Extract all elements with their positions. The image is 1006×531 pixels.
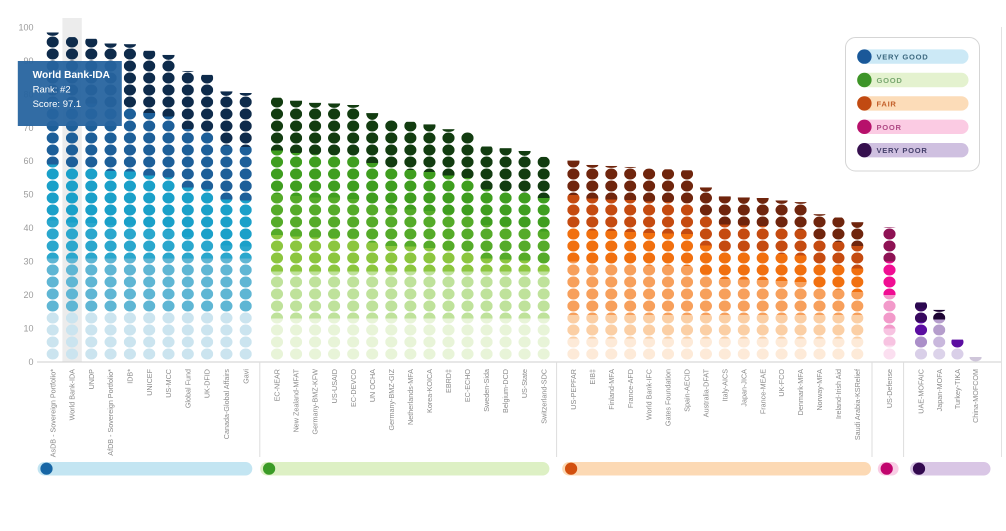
svg-text:AsDB - Sovereign Portfolio*: AsDB - Sovereign Portfolio* [48,369,57,457]
svg-text:World Bank-IFC: World Bank-IFC [645,369,654,420]
svg-text:20: 20 [23,290,33,300]
svg-text:Italy-AICS: Italy-AICS [720,369,729,402]
svg-text:Rank: #2: Rank: #2 [33,85,71,96]
svg-text:UNDP: UNDP [87,369,96,390]
svg-text:Japan-JICA: Japan-JICA [739,369,748,407]
svg-text:Germany-BMZ-KFW: Germany-BMZ-KFW [311,369,320,435]
svg-text:UN OCHA: UN OCHA [368,369,377,402]
svg-text:EBRD‡: EBRD‡ [444,369,453,393]
svg-text:US-USAID: US-USAID [330,369,339,403]
svg-text:World Bank-IDA: World Bank-IDA [33,70,111,81]
svg-text:Norway-MFA: Norway-MFA [815,369,824,411]
svg-text:EC-DEVCO: EC-DEVCO [349,369,358,407]
svg-text:Saudi Arabia-KSRelief: Saudi Arabia-KSRelief [853,369,862,440]
svg-text:EC-ECHO: EC-ECHO [463,369,472,403]
svg-text:Germany-BMZ-GIZ: Germany-BMZ-GIZ [387,368,396,430]
svg-text:100: 100 [18,22,33,32]
svg-text:US-Defense: US-Defense [885,369,894,408]
svg-text:Canada-Global Affairs: Canada-Global Affairs [222,369,231,440]
svg-text:GOOD: GOOD [877,76,903,85]
svg-text:90: 90 [23,56,33,66]
svg-text:VERY GOOD: VERY GOOD [877,53,929,62]
svg-text:US-PEPFAR: US-PEPFAR [569,369,578,410]
svg-text:Finland-MFA: Finland-MFA [607,369,616,410]
svg-text:France-MEAE: France-MEAE [758,369,767,414]
svg-text:Gavi: Gavi [241,369,250,384]
svg-text:Belgium-DCD: Belgium-DCD [501,369,510,413]
svg-text:EC-NEAR: EC-NEAR [273,369,282,401]
svg-text:Switzerland-SDC: Switzerland-SDC [539,369,548,424]
svg-text:Score: 97.1: Score: 97.1 [33,99,82,110]
svg-text:Sweden-Sida: Sweden-Sida [482,369,491,412]
svg-text:China-MOFCOM: China-MOFCOM [971,369,980,423]
svg-text:VERY POOR: VERY POOR [877,146,928,155]
svg-text:Netherlands-MFA: Netherlands-MFA [406,369,415,425]
svg-text:Global Fund: Global Fund [183,369,192,408]
svg-text:UK-FCO: UK-FCO [777,369,786,397]
svg-text:US-State: US-State [520,369,529,398]
svg-text:0: 0 [28,357,33,367]
svg-text:US-MCC: US-MCC [164,369,173,398]
svg-text:50: 50 [23,190,33,200]
svg-text:40: 40 [23,223,33,233]
svg-text:IDB*: IDB* [126,369,135,384]
svg-text:UK-DFID: UK-DFID [203,369,212,398]
svg-text:Spain-AECID: Spain-AECID [683,369,692,412]
svg-text:World Bank-IDA: World Bank-IDA [68,369,77,421]
svg-text:30: 30 [23,257,33,267]
svg-text:Gates Foundation: Gates Foundation [664,369,673,426]
svg-text:Australia-DFAT: Australia-DFAT [702,368,711,417]
svg-text:France-AFD: France-AFD [626,369,635,408]
svg-text:POOR: POOR [877,123,902,132]
svg-text:Denmark-MFA: Denmark-MFA [796,369,805,416]
svg-text:UNICEF: UNICEF [145,368,154,395]
svg-text:70: 70 [23,123,33,133]
svg-text:Turkey-TIKA: Turkey-TIKA [953,369,962,409]
svg-text:Korea-KOICA: Korea-KOICA [425,369,434,413]
svg-text:10: 10 [23,324,33,334]
svg-text:60: 60 [23,156,33,166]
svg-text:Japan-MOFA: Japan-MOFA [935,369,944,412]
svg-text:AfDB - Sovereign Portfolio*: AfDB - Sovereign Portfolio* [106,369,115,456]
svg-text:FAIR: FAIR [877,99,897,108]
svg-text:EIB‡: EIB‡ [588,369,597,385]
svg-text:Ireland-Irish Aid: Ireland-Irish Aid [834,369,843,419]
svg-text:UAE-MOFAIC: UAE-MOFAIC [917,369,926,414]
svg-text:New Zealand-MFAT: New Zealand-MFAT [292,368,301,432]
